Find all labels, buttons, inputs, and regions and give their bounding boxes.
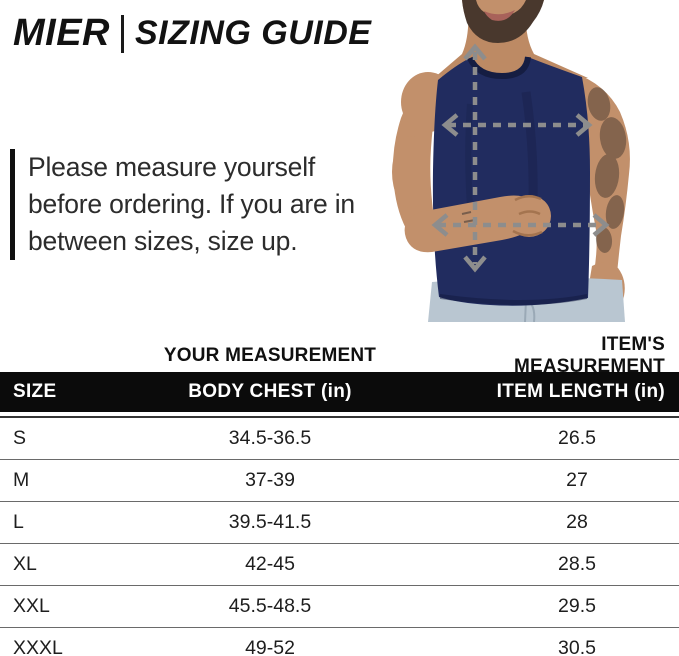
table-row-xxl: XXL 45.5-48.5 29.5 bbox=[0, 586, 679, 628]
item-length-cell: 26.5 bbox=[558, 427, 596, 449]
group-header-your-measurement: YOUR MEASUREMENT bbox=[163, 345, 377, 366]
column-header-item-length: ITEM LENGTH (in) bbox=[496, 381, 665, 402]
column-header-size: SIZE bbox=[13, 381, 57, 402]
chest-width-arrow bbox=[441, 113, 593, 137]
item-length-cell: 30.5 bbox=[558, 637, 596, 656]
table-row-s: S 34.5-36.5 26.5 bbox=[0, 418, 679, 460]
item-length-cell: 27 bbox=[566, 469, 588, 491]
table-row-xl: XL 42-45 28.5 bbox=[0, 544, 679, 586]
brand-logo: MIER bbox=[13, 12, 110, 54]
body-chest-cell: 37-39 bbox=[245, 469, 295, 491]
brand-divider bbox=[121, 14, 124, 53]
body-chest-cell: 34.5-36.5 bbox=[228, 427, 312, 449]
page-title: SIZING GUIDE bbox=[135, 14, 372, 52]
measure-note: Please measure yourself before ordering.… bbox=[10, 149, 380, 260]
table-row-xxxl: XXXL 49-52 30.5 bbox=[0, 628, 679, 656]
size-cell: XXL bbox=[13, 595, 50, 617]
measurement-group-headers: YOUR MEASUREMENT ITEM'S MEASUREMENT bbox=[0, 334, 679, 377]
item-length-cell: 29.5 bbox=[558, 595, 596, 617]
size-cell: M bbox=[13, 469, 30, 491]
size-cell: XL bbox=[13, 553, 37, 575]
note-accent-bar bbox=[10, 149, 15, 260]
body-chest-cell: 49-52 bbox=[245, 637, 295, 656]
item-length-arrow bbox=[463, 43, 487, 273]
note-text: Please measure yourself before ordering.… bbox=[28, 152, 355, 256]
size-cell: L bbox=[13, 511, 24, 533]
table-row-m: M 37-39 27 bbox=[0, 460, 679, 502]
body-chest-cell: 45.5-48.5 bbox=[228, 595, 312, 617]
item-length-cell: 28.5 bbox=[558, 553, 596, 575]
brand-header: MIER SIZING GUIDE bbox=[13, 12, 371, 55]
body-chest-cell: 39.5-41.5 bbox=[228, 511, 312, 533]
group-header-items-measurement: ITEM'S MEASUREMENT bbox=[513, 334, 665, 377]
column-header-body-chest: BODY CHEST (in) bbox=[188, 381, 352, 402]
size-table-header: SIZE BODY CHEST (in) ITEM LENGTH (in) bbox=[0, 372, 679, 412]
size-table-body: S 34.5-36.5 26.5 M 37-39 27 L 39.5-41.5 … bbox=[0, 416, 679, 656]
size-cell: XXXL bbox=[13, 637, 63, 656]
model-illustration bbox=[392, 0, 630, 323]
tattoo-sleeve bbox=[587, 87, 627, 253]
item-length-cell: 28 bbox=[566, 511, 588, 533]
table-row-l: L 39.5-41.5 28 bbox=[0, 502, 679, 544]
body-chest-cell: 42-45 bbox=[245, 553, 295, 575]
model-photo bbox=[378, 0, 679, 323]
size-cell: S bbox=[13, 427, 27, 449]
hem-width-arrow bbox=[431, 213, 610, 237]
